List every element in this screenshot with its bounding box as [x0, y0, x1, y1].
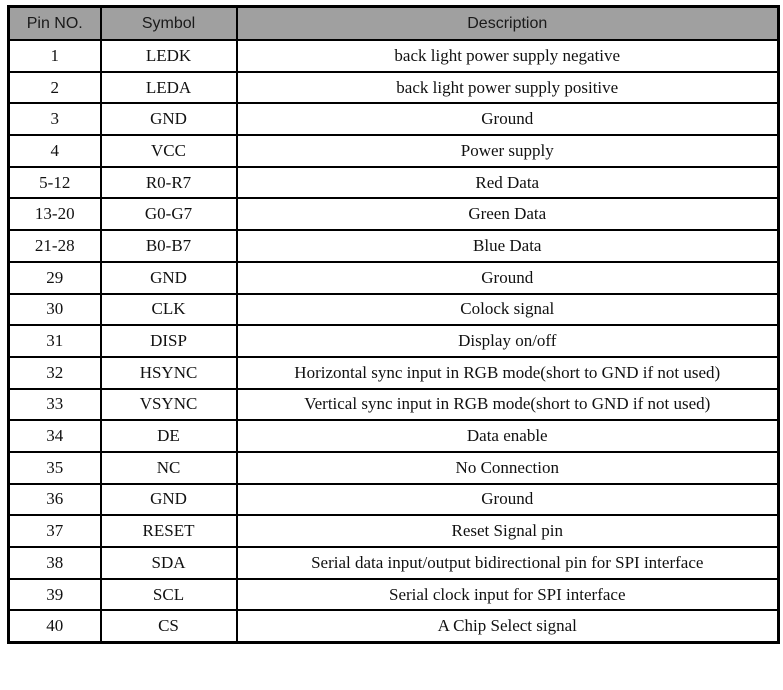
pin-number-cell: 21-28 — [7, 229, 102, 263]
table-row: 2 LEDA back light power supply positive — [7, 70, 780, 105]
header-description: Description — [235, 5, 780, 41]
table-row: 4 VCC Power supply — [7, 134, 780, 168]
symbol-cell: VSYNC — [99, 387, 238, 422]
pin-number-cell: 34 — [7, 419, 102, 453]
symbol-cell: B0-B7 — [99, 229, 238, 263]
header-row: Pin NO. Symbol Description — [7, 5, 780, 41]
symbol-cell: DE — [99, 419, 238, 453]
table-row: 31 DISP Display on/off — [7, 324, 780, 358]
pin-number-cell: 31 — [7, 324, 102, 358]
pin-number-cell: 33 — [7, 387, 102, 422]
table-row: 33 VSYNC Vertical sync input in RGB mode(s… — [7, 387, 780, 422]
description-cell: Colock signal — [235, 292, 780, 327]
header-pin-no: Pin NO. — [7, 5, 102, 41]
header-symbol: Symbol — [99, 5, 238, 41]
description-cell: Ground — [235, 260, 780, 295]
pin-number-cell: 40 — [7, 609, 102, 644]
table-row: 30 CLK Colock signal — [7, 292, 780, 327]
description-cell: Reset Signal pin — [235, 514, 780, 548]
table-row: 35 NC No Connection — [7, 450, 780, 485]
symbol-cell: CS — [99, 609, 238, 644]
symbol-cell: RESET — [99, 514, 238, 548]
description-cell: Red Data — [235, 165, 780, 200]
table-row: 29 GND Ground — [7, 260, 780, 295]
description-cell: Vertical sync input in RGB mode(short to… — [235, 387, 780, 422]
table-row: 40 CS A Chip Select signal — [7, 609, 780, 644]
symbol-cell: SCL — [99, 577, 238, 612]
description-cell: Serial clock input for SPI interface — [235, 577, 780, 612]
table-row: 21-28 B0-B7 Blue Data — [7, 229, 780, 263]
description-cell: A Chip Select signal — [235, 609, 780, 644]
table-row: 3 GND Ground — [7, 102, 780, 137]
description-cell: Data enable — [235, 419, 780, 453]
description-cell: No Connection — [235, 450, 780, 485]
symbol-cell: VCC — [99, 134, 238, 168]
symbol-cell: HSYNC — [99, 355, 238, 390]
symbol-cell: LEDA — [99, 70, 238, 105]
symbol-cell: R0-R7 — [99, 165, 238, 200]
table-row: 39 SCL Serial clock input for SPI interfac… — [7, 577, 780, 612]
table-header: Pin NO. Symbol Description — [7, 5, 780, 41]
description-cell: Blue Data — [235, 229, 780, 263]
description-cell: Ground — [235, 102, 780, 137]
pin-number-cell: 1 — [7, 39, 102, 73]
symbol-cell: GND — [99, 102, 238, 137]
symbol-cell: G0-G7 — [99, 197, 238, 232]
symbol-cell: SDA — [99, 546, 238, 580]
pin-number-cell: 38 — [7, 546, 102, 580]
table-row: 5-12 R0-R7 Red Data — [7, 165, 780, 200]
pin-number-cell: 30 — [7, 292, 102, 327]
pin-number-cell: 13-20 — [7, 197, 102, 232]
symbol-cell: GND — [99, 482, 238, 517]
pin-number-cell: 3 — [7, 102, 102, 137]
symbol-cell: DISP — [99, 324, 238, 358]
table-row: 13-20 G0-G7 Green Data — [7, 197, 780, 232]
pin-number-cell: 35 — [7, 450, 102, 485]
description-cell: Ground — [235, 482, 780, 517]
description-cell: Display on/off — [235, 324, 780, 358]
symbol-cell: LEDK — [99, 39, 238, 73]
pin-number-cell: 36 — [7, 482, 102, 517]
symbol-cell: CLK — [99, 292, 238, 327]
description-cell: Green Data — [235, 197, 780, 232]
pin-number-cell: 37 — [7, 514, 102, 548]
table-row: 37 RESET Reset Signal pin — [7, 514, 780, 548]
table-row: 1 LEDK back light power supply negative — [7, 39, 780, 73]
pin-number-cell: 2 — [7, 70, 102, 105]
description-cell: back light power supply negative — [235, 39, 780, 73]
description-cell: back light power supply positive — [235, 70, 780, 105]
description-cell: Power supply — [235, 134, 780, 168]
table-row: 36 GND Ground — [7, 482, 780, 517]
pin-description-table: Pin NO. Symbol Description 1 LEDK back lig… — [7, 5, 780, 645]
description-cell: Horizontal sync input in RGB mode(short … — [235, 355, 780, 390]
table-row: 34 DE Data enable — [7, 419, 780, 453]
pin-number-cell: 29 — [7, 260, 102, 295]
table-row: 32 HSYNC Horizontal sync input in RGB mode… — [7, 355, 780, 390]
symbol-cell: GND — [99, 260, 238, 295]
description-cell: Serial data input/output bidirectional p… — [235, 546, 780, 580]
table-row: 38 SDA Serial data input/output bidirectio… — [7, 546, 780, 580]
pin-number-cell: 39 — [7, 577, 102, 612]
pin-number-cell: 4 — [7, 134, 102, 168]
symbol-cell: NC — [99, 450, 238, 485]
pin-number-cell: 32 — [7, 355, 102, 390]
pin-number-cell: 5-12 — [7, 165, 102, 200]
table-body: 1 LEDK back light power supply negative 2 LE… — [7, 39, 780, 644]
